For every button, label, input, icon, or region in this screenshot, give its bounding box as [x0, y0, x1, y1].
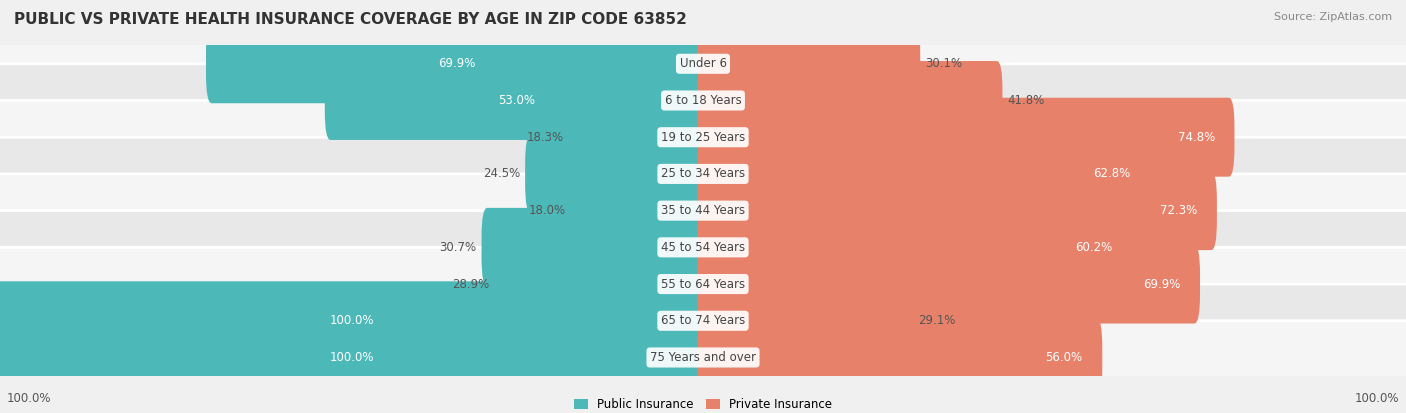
FancyBboxPatch shape [697, 61, 1002, 140]
Text: 30.7%: 30.7% [440, 241, 477, 254]
FancyBboxPatch shape [0, 247, 1406, 321]
Text: 6 to 18 Years: 6 to 18 Years [665, 94, 741, 107]
Text: 74.8%: 74.8% [1178, 131, 1215, 144]
FancyBboxPatch shape [0, 137, 1406, 211]
Text: 100.0%: 100.0% [1354, 392, 1399, 405]
Text: 28.9%: 28.9% [453, 278, 489, 291]
FancyBboxPatch shape [0, 321, 1406, 394]
Text: 41.8%: 41.8% [1007, 94, 1045, 107]
FancyBboxPatch shape [697, 244, 1201, 323]
FancyBboxPatch shape [0, 174, 1406, 247]
Text: 100.0%: 100.0% [7, 392, 52, 405]
Text: 53.0%: 53.0% [498, 94, 536, 107]
FancyBboxPatch shape [571, 171, 709, 250]
Text: 18.0%: 18.0% [529, 204, 565, 217]
Text: 100.0%: 100.0% [329, 314, 374, 327]
Text: 100.0%: 100.0% [329, 351, 374, 364]
Text: 45 to 54 Years: 45 to 54 Years [661, 241, 745, 254]
FancyBboxPatch shape [568, 98, 709, 177]
FancyBboxPatch shape [697, 24, 921, 103]
FancyBboxPatch shape [526, 135, 709, 214]
Text: 60.2%: 60.2% [1076, 241, 1112, 254]
FancyBboxPatch shape [697, 171, 1218, 250]
FancyBboxPatch shape [0, 211, 1406, 284]
Text: 69.9%: 69.9% [1143, 278, 1181, 291]
FancyBboxPatch shape [495, 244, 709, 323]
FancyBboxPatch shape [325, 61, 709, 140]
FancyBboxPatch shape [697, 135, 1150, 214]
Text: 55 to 64 Years: 55 to 64 Years [661, 278, 745, 291]
Text: 24.5%: 24.5% [484, 167, 520, 180]
FancyBboxPatch shape [697, 318, 1102, 397]
Text: 72.3%: 72.3% [1160, 204, 1198, 217]
Text: Under 6: Under 6 [679, 57, 727, 70]
FancyBboxPatch shape [205, 24, 709, 103]
FancyBboxPatch shape [697, 208, 1132, 287]
FancyBboxPatch shape [0, 281, 709, 360]
Text: 65 to 74 Years: 65 to 74 Years [661, 314, 745, 327]
Text: 75 Years and over: 75 Years and over [650, 351, 756, 364]
Text: PUBLIC VS PRIVATE HEALTH INSURANCE COVERAGE BY AGE IN ZIP CODE 63852: PUBLIC VS PRIVATE HEALTH INSURANCE COVER… [14, 12, 688, 27]
Legend: Public Insurance, Private Insurance: Public Insurance, Private Insurance [569, 394, 837, 413]
FancyBboxPatch shape [0, 100, 1406, 174]
FancyBboxPatch shape [0, 27, 1406, 100]
FancyBboxPatch shape [0, 284, 1406, 358]
Text: 19 to 25 Years: 19 to 25 Years [661, 131, 745, 144]
FancyBboxPatch shape [0, 64, 1406, 137]
FancyBboxPatch shape [697, 281, 914, 360]
Text: 62.8%: 62.8% [1094, 167, 1130, 180]
Text: 69.9%: 69.9% [439, 57, 477, 70]
Text: 29.1%: 29.1% [918, 314, 956, 327]
FancyBboxPatch shape [481, 208, 709, 287]
Text: 25 to 34 Years: 25 to 34 Years [661, 167, 745, 180]
Text: 56.0%: 56.0% [1046, 351, 1083, 364]
Text: 30.1%: 30.1% [925, 57, 962, 70]
FancyBboxPatch shape [697, 98, 1234, 177]
Text: 18.3%: 18.3% [527, 131, 564, 144]
Text: Source: ZipAtlas.com: Source: ZipAtlas.com [1274, 12, 1392, 22]
Text: 35 to 44 Years: 35 to 44 Years [661, 204, 745, 217]
FancyBboxPatch shape [0, 318, 709, 397]
